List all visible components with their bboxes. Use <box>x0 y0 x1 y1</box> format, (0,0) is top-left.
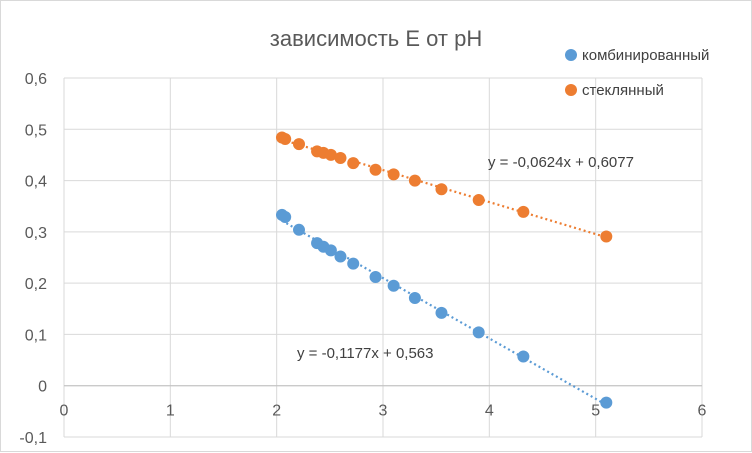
y-tick-label: 0,1 <box>25 327 47 344</box>
data-point-series-1 <box>347 157 360 170</box>
data-point-series-1 <box>517 205 530 218</box>
data-point-series-0 <box>369 270 382 283</box>
y-tick-label: -0,1 <box>19 430 47 447</box>
data-point-series-0 <box>324 244 337 257</box>
x-tick-label: 2 <box>272 403 281 420</box>
trendline-equation-steklyanny: y = -0,0624x + 0,6077 <box>488 154 634 171</box>
data-point-series-1 <box>387 168 400 181</box>
legend-label-steklyanny: стеклянный <box>582 82 664 99</box>
chart-title: зависимость E от pH <box>270 26 482 51</box>
point-layer <box>275 131 613 409</box>
y-tick-label: 0,4 <box>25 174 47 191</box>
y-tick-label: 0,2 <box>25 276 47 293</box>
y-tick-label: 0,6 <box>25 71 47 88</box>
legend-swatch-kombinirovanny <box>565 49 577 61</box>
x-tick-label: 0 <box>60 403 69 420</box>
data-point-series-0 <box>517 350 530 363</box>
data-point-series-0 <box>387 279 400 292</box>
data-point-series-1 <box>334 152 347 165</box>
data-point-series-0 <box>600 396 613 409</box>
data-point-series-1 <box>369 163 382 176</box>
data-point-series-1 <box>472 194 485 207</box>
x-tick-label: 5 <box>591 403 600 420</box>
data-point-series-1 <box>324 148 337 161</box>
data-point-series-1 <box>600 230 613 243</box>
x-tick-label: 6 <box>698 403 707 420</box>
grid-layer <box>63 77 703 438</box>
data-point-series-0 <box>347 257 360 270</box>
data-point-series-0 <box>292 223 305 236</box>
x-tick-label: 4 <box>485 403 494 420</box>
y-tick-label: 0,5 <box>25 122 47 139</box>
trendline-equation-kombinirovanny: y = -0,1177x + 0,563 <box>297 345 434 362</box>
data-point-series-0 <box>472 326 485 339</box>
label-layer: 0 1 2 3 4 5 6 0,6 0,5 0,4 0,3 0,2 0,1 0 -0,1 <box>19 71 706 447</box>
data-point-series-0 <box>435 306 448 319</box>
data-point-series-1 <box>408 174 421 187</box>
y-tick-label: 0 <box>38 379 47 396</box>
data-point-series-0 <box>334 250 347 263</box>
y-tick-label: 0,3 <box>25 225 47 242</box>
trendline-layer <box>281 138 607 406</box>
legend-label-kombinirovanny: комбинированный <box>582 47 709 64</box>
legend-swatch-steklyanny <box>565 84 577 96</box>
x-tick-label: 1 <box>166 403 175 420</box>
data-point-series-1 <box>292 138 305 151</box>
data-point-series-1 <box>435 183 448 196</box>
data-point-series-0 <box>279 210 292 223</box>
x-tick-label: 3 <box>379 403 388 420</box>
data-point-series-0 <box>408 292 421 305</box>
legend: комбинированный стеклянный <box>565 47 709 99</box>
data-point-series-1 <box>279 133 292 146</box>
